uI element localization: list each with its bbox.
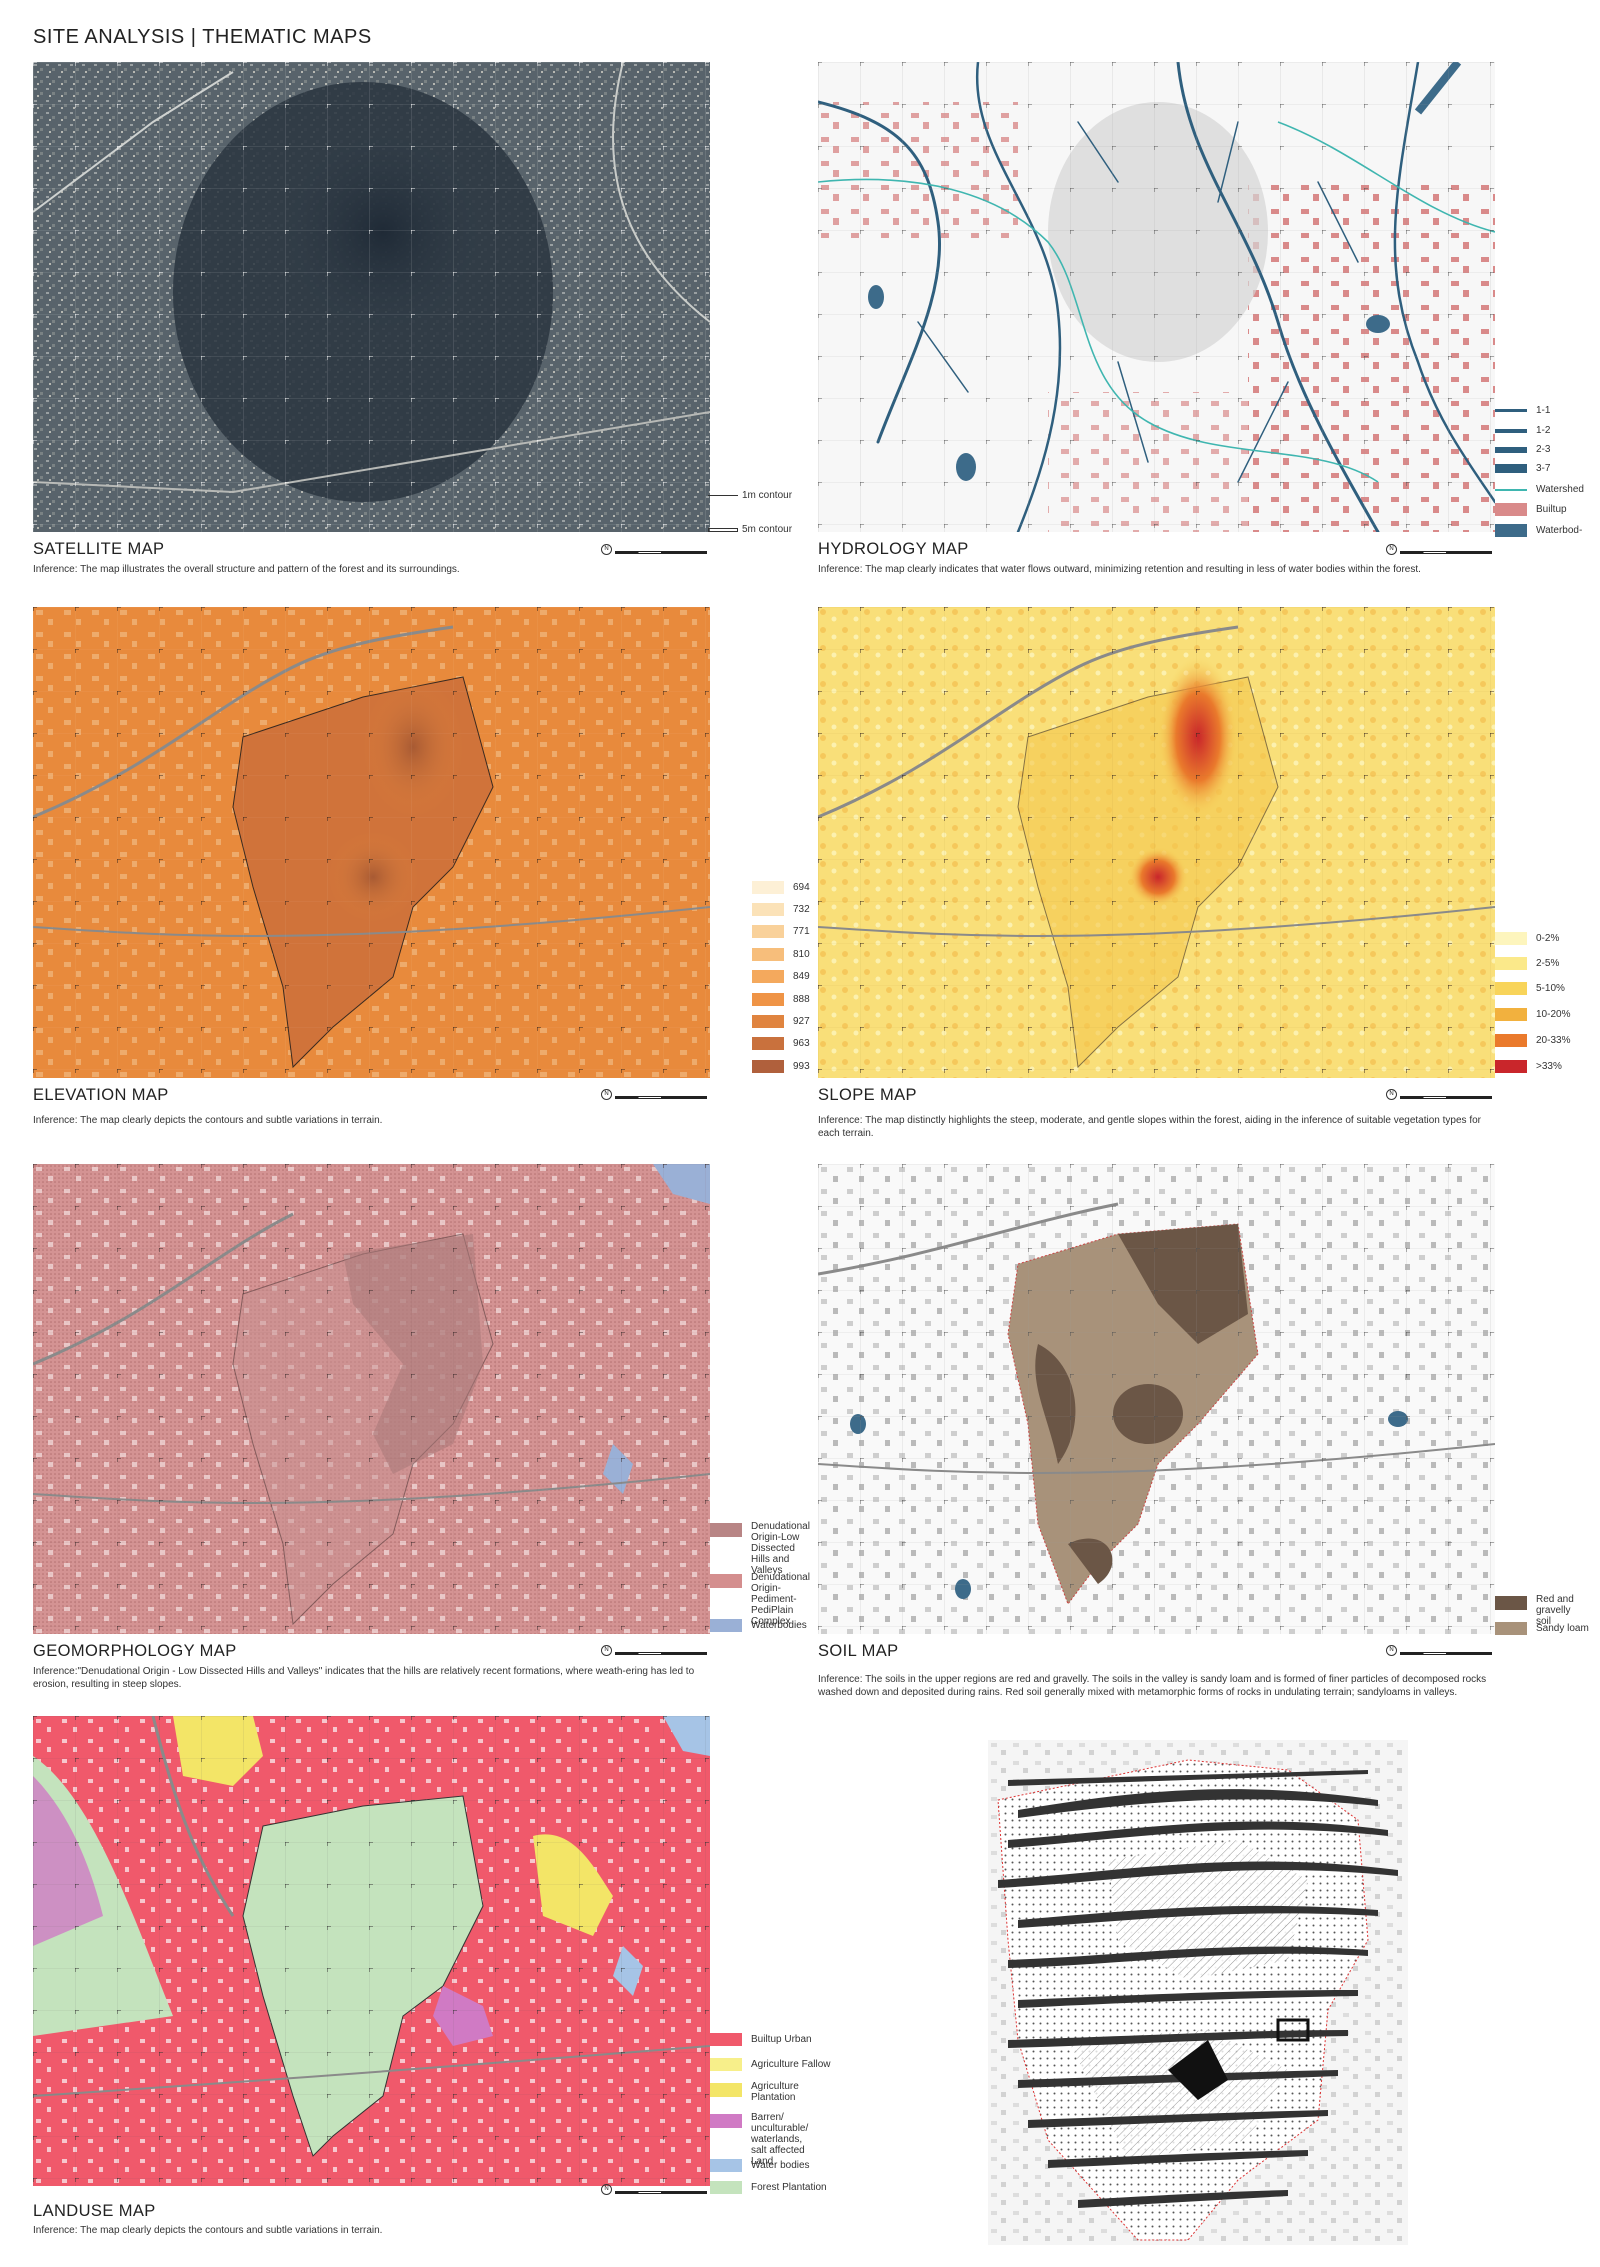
scale-bar: N <box>1386 1645 1492 1660</box>
legend-soil-red-gravelly: Red and gravelly soil <box>1495 1594 1585 1627</box>
satellite-inference: Inference: The map illustrates the overa… <box>33 564 460 575</box>
legend-geo-pediment: Denudational Origin-Pediment-PediPlain C… <box>710 1572 810 1627</box>
legend-elevation-963: 963 <box>752 1037 810 1050</box>
legend-elevation-732: 732 <box>752 903 810 916</box>
legend-hydrology-2-3: 2-3 <box>1495 444 1550 455</box>
legend-elevation-993: 993 <box>752 1060 810 1073</box>
legend-elevation-810: 810 <box>752 948 810 961</box>
hydrology-inference: Inference: The map clearly indicates tha… <box>818 564 1421 575</box>
slope-map-image <box>818 607 1495 1078</box>
legend-elevation-927: 927 <box>752 1015 810 1028</box>
soil-inference: Inference: The soils in the upper region… <box>818 1674 1487 1698</box>
hydrology-map-image <box>818 62 1495 532</box>
slope-inference: Inference: The map distinctly highlights… <box>818 1115 1481 1139</box>
scale-bar: N <box>601 1089 707 1104</box>
legend-hydrology-1-2: 1-2 <box>1495 425 1550 436</box>
legend-slope-5-10: 5-10% <box>1495 982 1565 995</box>
soil-map-image <box>818 1164 1495 1634</box>
legend-elevation-771: 771 <box>752 925 810 938</box>
legend-landuse-agri-fallow: Agriculture Fallow <box>710 2058 830 2071</box>
legend-slope-2-5: 2-5% <box>1495 957 1559 970</box>
legend-geo-low-dissected: Denudational Origin-Low Dissected Hills … <box>710 1521 810 1576</box>
contour-legend-1m: 1m contour <box>708 490 792 501</box>
north-arrow-icon: N <box>601 1089 612 1100</box>
scale-bar: N <box>601 2184 707 2199</box>
legend-landuse-forest: Forest Plantation <box>710 2181 827 2194</box>
legend-slope-20-33: 20-33% <box>1495 1034 1570 1047</box>
page-title: SITE ANALYSIS | THEMATIC MAPS <box>33 26 372 48</box>
elevation-map-image <box>33 607 710 1078</box>
legend-slope-10-20: 10-20% <box>1495 1008 1570 1021</box>
hydrology-map-title: HYDROLOGY MAP <box>818 540 969 558</box>
terrain-sections-diagram <box>988 1740 1408 2245</box>
elevation-map-title: ELEVATION MAP <box>33 1086 169 1104</box>
legend-slope-0-2: 0-2% <box>1495 932 1559 945</box>
legend-geo-waterbodies: Waterbodies <box>710 1619 807 1632</box>
scale-bar: N <box>601 544 707 559</box>
scale-bar: N <box>1386 544 1492 559</box>
legend-landuse-barren: Barren/ unculturable/ waterlands, salt a… <box>710 2112 808 2167</box>
satellite-map-title: SATELLITE MAP <box>33 540 165 558</box>
legend-elevation-888: 888 <box>752 993 810 1006</box>
legend-landuse-water: Water bodies <box>710 2159 810 2172</box>
legend-soil-sandy-loam: Sandy loam <box>1495 1622 1589 1635</box>
legend-hydrology-3-7: 3-7 <box>1495 463 1550 474</box>
geomorphology-map-image <box>33 1164 710 1634</box>
contour-legend-5m: 5m contour <box>708 524 792 535</box>
legend-hydrology-1-1: 1-1 <box>1495 405 1550 416</box>
elevation-inference: Inference: The map clearly depicts the c… <box>33 1115 383 1126</box>
legend-elevation-849: 849 <box>752 970 810 983</box>
legend-hydrology-waterbody: Waterbod- <box>1495 524 1582 537</box>
north-arrow-icon: N <box>1386 1645 1397 1656</box>
geomorphology-inference: Inference:"Denudational Origin - Low Dis… <box>33 1666 695 1690</box>
scale-bar: N <box>601 1645 707 1660</box>
north-arrow-icon: N <box>601 1645 612 1656</box>
scale-bar: N <box>1386 1089 1492 1104</box>
slope-map-title: SLOPE MAP <box>818 1086 917 1104</box>
legend-landuse-agri-plantation: Agriculture Plantation <box>710 2081 799 2103</box>
legend-elevation-694: 694 <box>752 881 810 894</box>
legend-landuse-builtup: Builtup Urban <box>710 2033 812 2046</box>
north-arrow-icon: N <box>1386 544 1397 555</box>
landuse-map-image <box>33 1716 710 2186</box>
geomorphology-map-title: GEOMORPHOLOGY MAP <box>33 1642 237 1660</box>
north-arrow-icon: N <box>601 544 612 555</box>
legend-hydrology-builtup: Builtup <box>1495 503 1567 516</box>
legend-hydrology-watershed: Watershed <box>1495 484 1584 495</box>
north-arrow-icon: N <box>601 2184 612 2195</box>
satellite-map-image <box>33 62 710 532</box>
soil-map-title: SOIL MAP <box>818 1642 899 1660</box>
legend-slope-gt33: >33% <box>1495 1060 1562 1073</box>
north-arrow-icon: N <box>1386 1089 1397 1100</box>
landuse-map-title: LANDUSE MAP <box>33 2202 156 2220</box>
landuse-inference: Inference: The map clearly depicts the c… <box>33 2225 383 2236</box>
